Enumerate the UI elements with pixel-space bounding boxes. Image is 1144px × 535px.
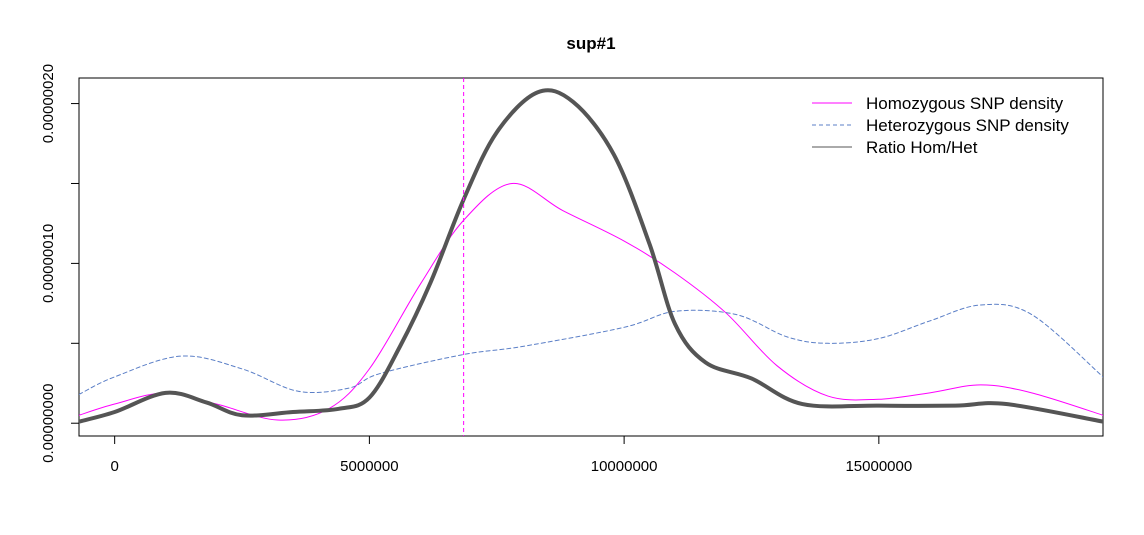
- y-tick-label: 0.00000010: [40, 224, 57, 303]
- x-tick-label: 10000000: [591, 458, 658, 475]
- legend-homozygous-label: Homozygous SNP density: [866, 94, 1064, 113]
- y-axis: 0.00000000 0.00000010 0.00000020: [40, 64, 79, 463]
- plot-area: [78, 77, 1104, 437]
- x-axis: 0 5000000 10000000 15000000: [110, 436, 912, 475]
- legend-heterozygous-label: Heterozygous SNP density: [866, 116, 1069, 135]
- x-tick-label: 5000000: [340, 458, 398, 475]
- series-heterozygous-density: [79, 303, 1103, 395]
- x-tick-label: 15000000: [845, 458, 912, 475]
- y-tick-label: 0.00000000: [40, 384, 57, 463]
- y-tick-label: 0.00000020: [40, 64, 57, 143]
- series-homozygous-density: [79, 182, 1103, 421]
- legend: Homozygous SNP density Heterozygous SNP d…: [812, 94, 1069, 157]
- x-tick-label: 0: [110, 458, 118, 475]
- series-ratio-hom-het: [79, 88, 1103, 424]
- chart-title: sup#1: [566, 34, 615, 53]
- series-layer: [79, 78, 1103, 436]
- legend-ratio-label: Ratio Hom/Het: [866, 138, 978, 157]
